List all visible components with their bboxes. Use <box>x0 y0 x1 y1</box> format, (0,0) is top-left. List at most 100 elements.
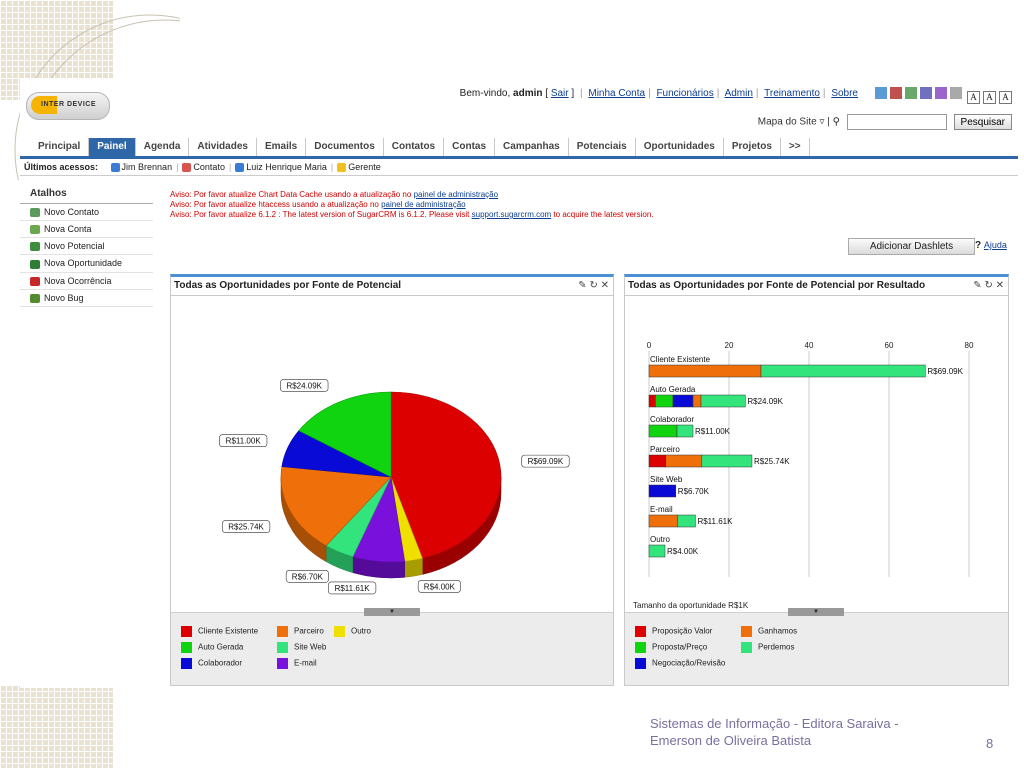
x-tick-label: 40 <box>805 341 814 350</box>
notice-link[interactable]: painel de administração <box>413 190 499 199</box>
font-medium-button[interactable]: A <box>983 91 996 104</box>
tab-potenciais[interactable]: Potenciais <box>569 138 636 156</box>
my-account-link[interactable]: Minha Conta <box>588 88 646 99</box>
search-bar: Mapa do Site ▿ | ⚲ Pesquisar <box>758 114 1012 130</box>
notice-line: Aviso: Por favor atualize 6.1.2 : The la… <box>170 210 654 219</box>
sidebar-item[interactable]: Nova Conta <box>20 221 153 239</box>
dashlet-controls-icon[interactable]: ✎ ↻ ✕ <box>973 280 1004 291</box>
recent-item[interactable]: Gerente <box>337 162 381 173</box>
font-large-button[interactable]: A <box>999 91 1012 104</box>
pie-data-label: R$6.70K <box>292 572 324 581</box>
dashlet-pie: Todas as Oportunidades por Fonte de Pote… <box>170 274 614 686</box>
tab-more[interactable]: >> <box>781 138 810 156</box>
sidebar-item[interactable]: Nova Oportunidade <box>20 255 153 273</box>
tab-atividades[interactable]: Atividades <box>189 138 257 156</box>
footer-line-1: Sistemas de Informação - Editora Saraiva… <box>650 716 899 731</box>
pie-data-label: R$11.00K <box>226 437 262 446</box>
legend-toggle-handle[interactable]: ▼ <box>364 608 420 616</box>
notice-messages: Aviso: Por favor atualize Chart Data Cac… <box>170 190 654 220</box>
training-link[interactable]: Treinamento <box>764 88 820 99</box>
sidebar-item[interactable]: Novo Bug <box>20 290 153 307</box>
bar-total-label: R$69.09K <box>927 367 963 376</box>
theme-swatch-5[interactable] <box>950 87 962 99</box>
tab-principal[interactable]: Principal <box>30 138 90 156</box>
bar-legend: ▼ Proposição Valor Ganhamos Proposta/Preço… <box>625 608 1008 685</box>
dashlet-controls-icon[interactable]: ✎ ↻ ✕ <box>578 280 609 291</box>
pie-data-label: R$69.09K <box>528 457 564 466</box>
contacts-icon <box>110 163 120 173</box>
bar-segment <box>648 544 666 558</box>
category-label: E-mail <box>650 505 673 514</box>
admin-link[interactable]: Admin <box>724 88 753 99</box>
theme-swatch-3[interactable] <box>920 87 932 99</box>
legend-entry: Proposição Valor <box>635 626 712 637</box>
recent-items-label: Últimos acessos: <box>24 162 99 172</box>
help-link[interactable]: ? Ajuda <box>975 240 1007 251</box>
x-tick-label: 80 <box>965 341 974 350</box>
tab-agenda[interactable]: Agenda <box>136 138 190 156</box>
x-tick-label: 20 <box>725 341 734 350</box>
pie-slice <box>298 391 392 478</box>
tab-projetos[interactable]: Projetos <box>724 138 781 156</box>
legend-entry: Negociação/Revisão <box>635 658 725 669</box>
decorative-grid-bottom <box>0 685 113 768</box>
sidebar-item[interactable]: Novo Potencial <box>20 238 153 256</box>
dashlet-title: Todas as Oportunidades por Fonte de Pote… <box>171 277 613 296</box>
legend-entry: Outro <box>334 626 371 637</box>
company-logo: INTER DEVICE <box>26 92 110 120</box>
category-label: Site Web <box>650 475 683 484</box>
module-tabs: Principal Painel Agenda Atividades Emails Doc… <box>20 138 1018 159</box>
bar-segment <box>692 394 702 408</box>
font-small-button[interactable]: A <box>967 91 980 104</box>
dashlet-bar: Todas as Oportunidades por Fonte de Pote… <box>624 274 1009 686</box>
legend-toggle-handle[interactable]: ▼ <box>788 608 844 616</box>
category-label: Cliente Existente <box>650 355 711 364</box>
bar-total-label: R$11.61K <box>697 517 733 526</box>
notice-link[interactable]: painel de administração <box>381 200 466 209</box>
legend-entry: Proposta/Preço <box>635 642 707 653</box>
theme-swatch-0[interactable] <box>875 87 887 99</box>
add-dashlets-button[interactable]: Adicionar Dashlets <box>848 238 975 255</box>
notice-link[interactable]: support.sugarcrm.com <box>471 210 552 219</box>
pie-data-label: R$11.61K <box>335 584 371 593</box>
search-input[interactable] <box>846 114 947 130</box>
tab-contas[interactable]: Contas <box>444 138 496 156</box>
legend-entry: Ganhamos <box>741 626 797 637</box>
sitemap-link[interactable]: Mapa do Site ▿ | <box>757 116 830 128</box>
recent-item[interactable]: Contato <box>182 162 225 173</box>
shortcuts-sidebar: Atalhos Novo Contato Nova Conta Novo Poten… <box>20 182 153 307</box>
tab-emails[interactable]: Emails <box>257 138 307 156</box>
employees-link[interactable]: Funcionários <box>656 88 714 99</box>
search-button[interactable]: Pesquisar <box>953 114 1012 130</box>
bar-total-label: R$24.09K <box>747 397 783 406</box>
bar-segment <box>672 394 694 408</box>
pie-label-box <box>285 570 329 583</box>
bar-chart: 0 20 40 60 80 Cliente Existente R$69.09K Auto G… <box>633 341 974 610</box>
sidebar-title: Atalhos <box>20 182 153 204</box>
case-icon <box>30 276 40 286</box>
tab-painel[interactable]: Painel <box>89 138 136 156</box>
theme-swatch-2[interactable] <box>905 87 917 99</box>
pie-label-box <box>219 434 268 448</box>
tab-documentos[interactable]: Documentos <box>306 138 384 156</box>
bell-icon <box>337 163 347 173</box>
bar-segment <box>760 364 926 378</box>
tab-oportunidades[interactable]: Oportunidades <box>636 138 724 156</box>
bar-segment <box>655 394 674 408</box>
category-label: Auto Gerada <box>650 385 696 394</box>
bar-total-label: R$11.00K <box>695 427 731 436</box>
lead-icon <box>30 242 40 252</box>
tab-contatos[interactable]: Contatos <box>384 138 445 156</box>
footer-line-2: Emerson de Oliveira Batista <box>650 733 812 748</box>
about-link[interactable]: Sobre <box>831 88 858 99</box>
tab-campanhas[interactable]: Campanhas <box>495 138 569 156</box>
notice-line: Aviso: Por favor atualize htaccess usand… <box>170 200 466 209</box>
recent-item[interactable]: Luiz Henrique Maria <box>235 162 327 173</box>
legend-entry: E-mail <box>277 658 317 669</box>
theme-swatch-4[interactable] <box>935 87 947 99</box>
logout-link[interactable]: Sair <box>550 88 569 99</box>
recent-item[interactable]: Jim Brennan <box>110 162 172 173</box>
sidebar-item[interactable]: Nova Ocorrência <box>20 273 153 290</box>
theme-swatch-1[interactable] <box>890 87 902 99</box>
sidebar-item[interactable]: Novo Contato <box>20 204 153 222</box>
